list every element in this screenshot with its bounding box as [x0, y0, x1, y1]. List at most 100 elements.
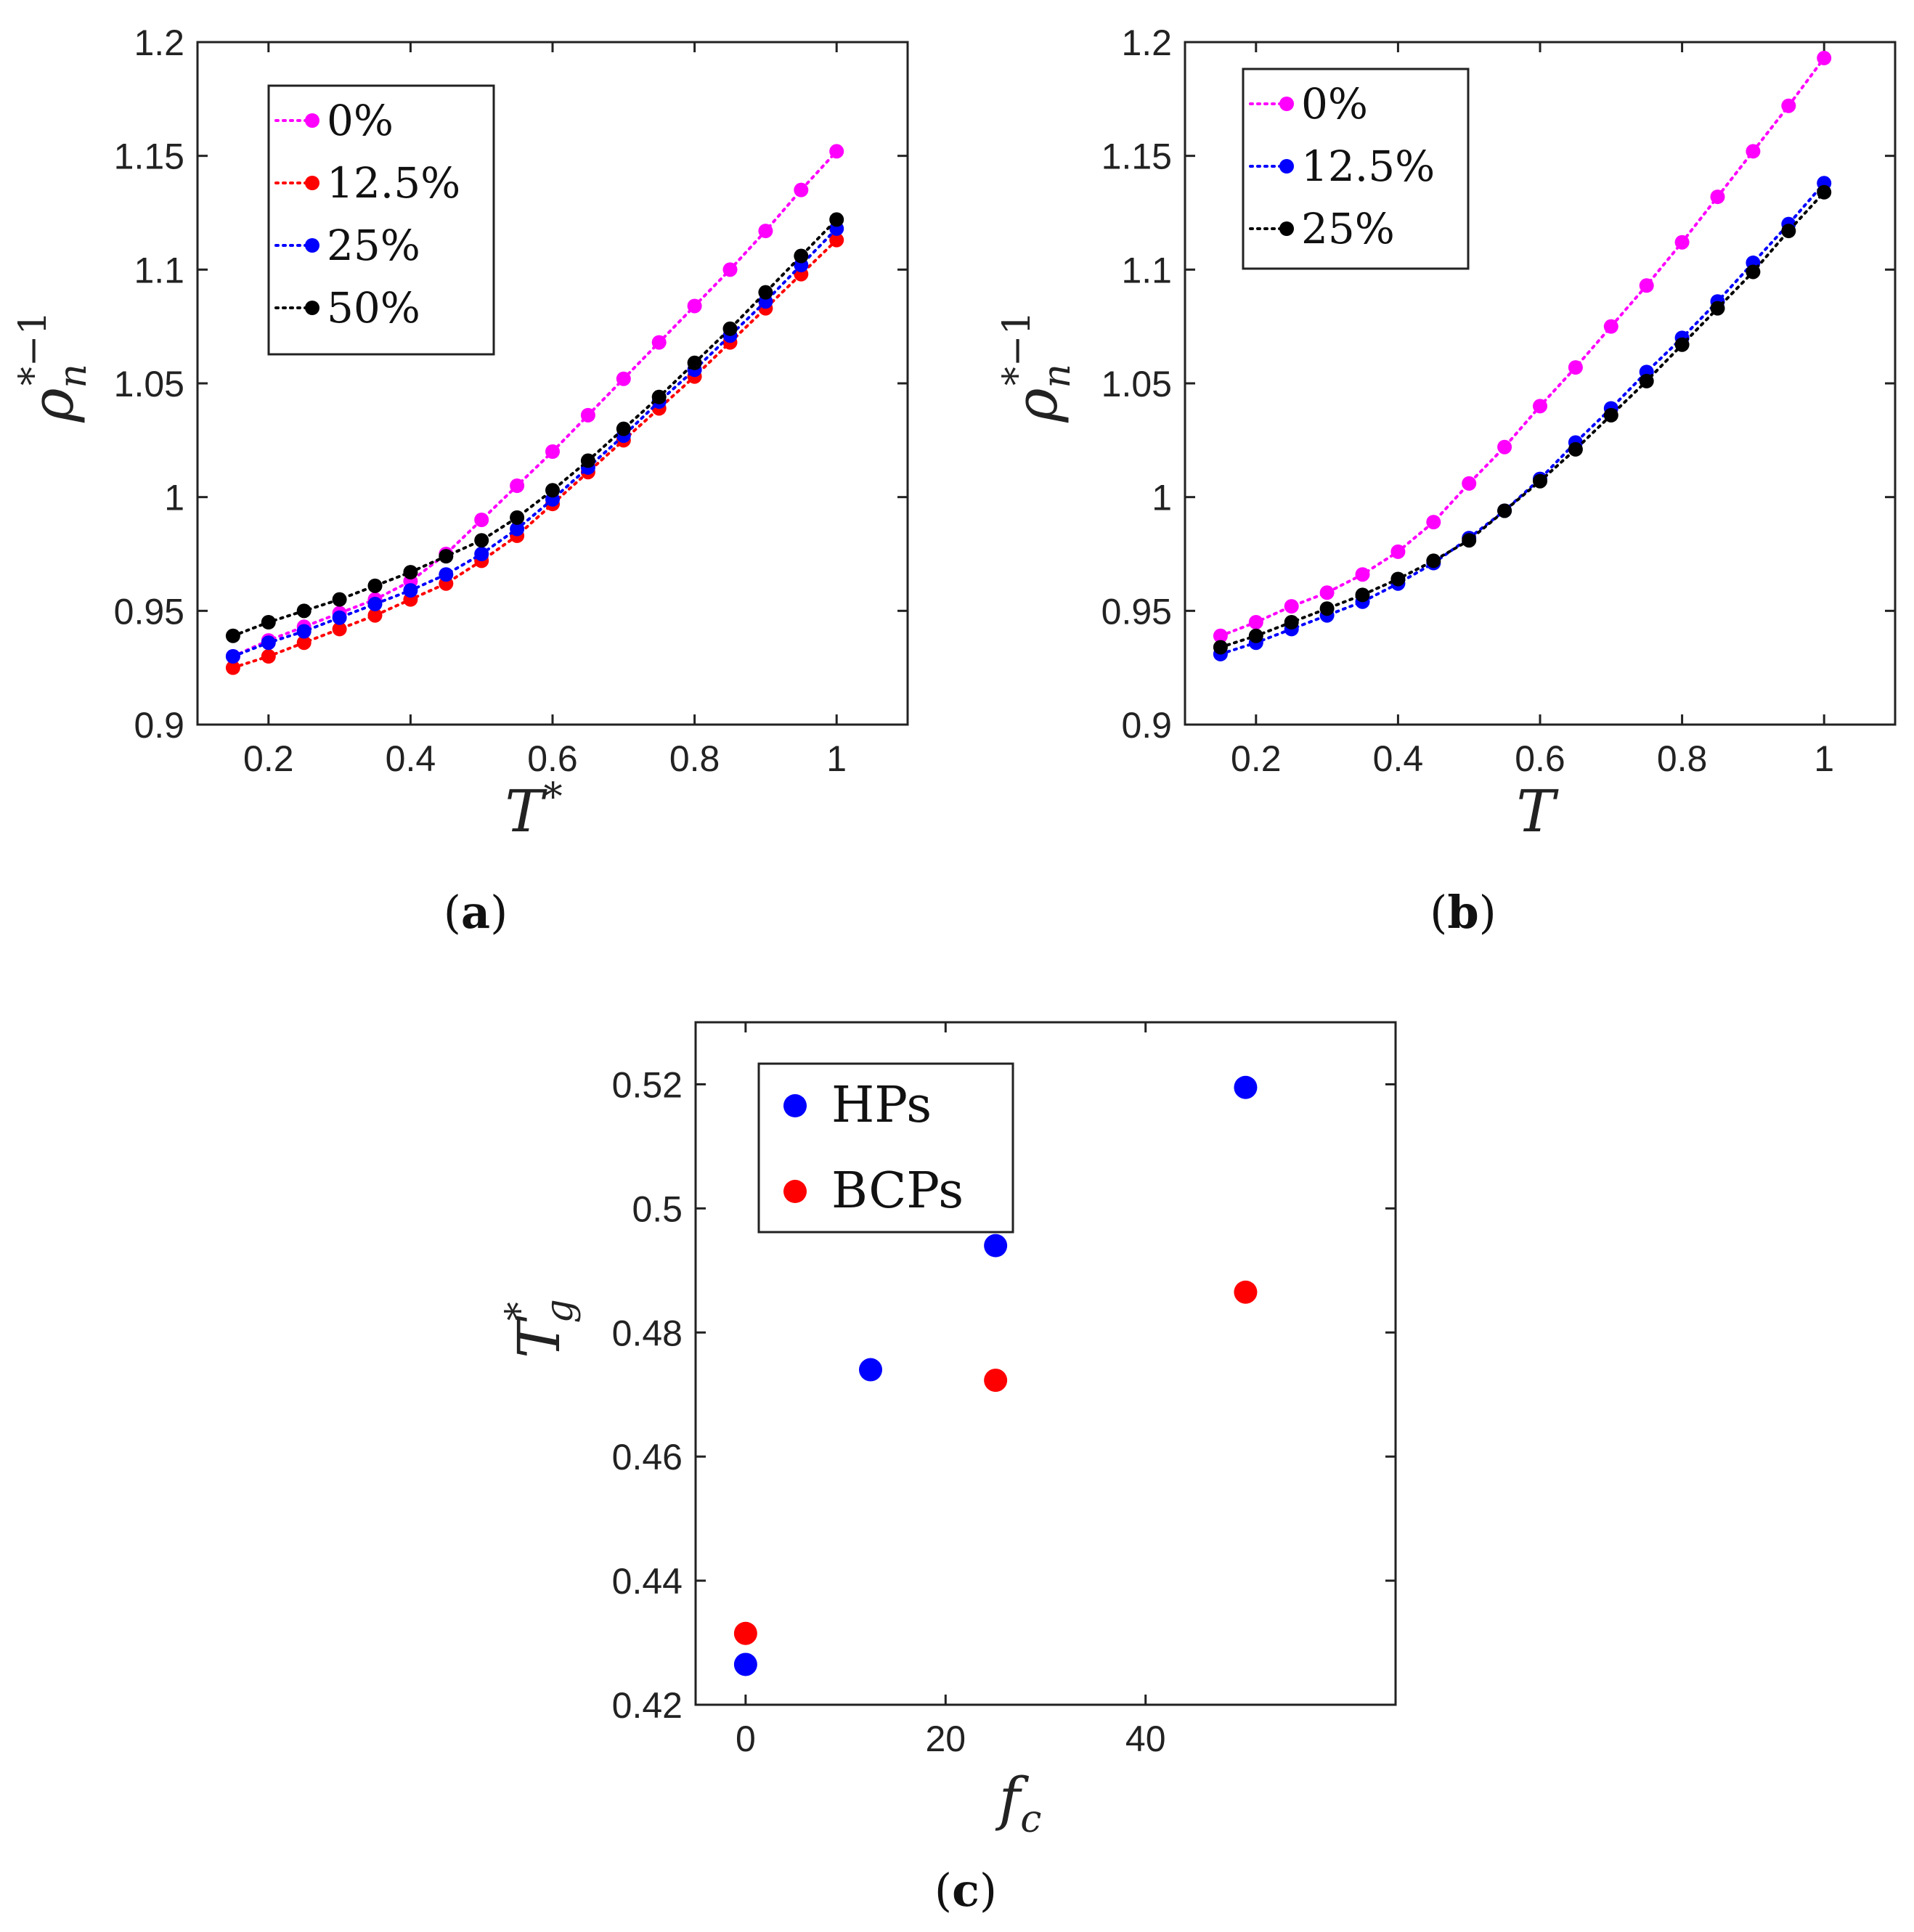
data-point-50	[687, 355, 702, 370]
legend-swatch-marker-0	[305, 113, 319, 128]
data-point-HPs	[859, 1358, 882, 1382]
data-point-0	[1781, 98, 1796, 113]
data-point-25	[1746, 264, 1761, 280]
data-point-25	[1284, 615, 1299, 629]
panel-b-xtick-label: 1	[1814, 738, 1834, 779]
data-point-0	[580, 407, 595, 423]
data-point-0	[1746, 144, 1761, 159]
data-point-25	[1603, 407, 1618, 423]
data-point-25	[367, 596, 383, 611]
data-point-12-5	[296, 635, 311, 651]
panel-a-ytick-label: 1.05	[114, 364, 184, 404]
panel-a-legend: 0% 12.5% 25% 50%	[267, 84, 495, 356]
data-point-50	[794, 248, 809, 264]
data-point-0	[1319, 585, 1335, 600]
data-point-50	[296, 603, 311, 619]
data-point-25	[1781, 224, 1796, 239]
data-point-12-5	[332, 621, 347, 637]
panel-a-chart: 0.2 0.4 0.6 0.8 1 0.9 0.95 1 1.05 1.1 1.15 1.2 0% 12.…	[114, 23, 909, 779]
data-point-HPs	[984, 1234, 1008, 1258]
legend-swatch-marker-0	[1279, 97, 1294, 111]
data-point-25	[261, 635, 276, 651]
panel-b-xtick-label: 0.2	[1231, 738, 1282, 779]
data-point-25	[1533, 473, 1547, 489]
panel-a-caption: (a)	[444, 886, 508, 939]
data-point-50	[332, 592, 347, 607]
panel-a-xtick-label: 0.4	[386, 738, 436, 779]
data-point-50	[261, 615, 276, 629]
data-point-0	[1248, 615, 1263, 629]
data-point-0	[794, 182, 809, 197]
data-point-0	[1568, 360, 1583, 375]
data-point-50	[403, 565, 418, 580]
panel-c-ylabel: Tg*	[498, 1299, 582, 1358]
data-point-50	[829, 212, 844, 227]
data-point-BCPs	[984, 1369, 1008, 1393]
legend-label-0: 0%	[1301, 79, 1368, 129]
panel-b-ytick-label: 0.95	[1101, 591, 1172, 632]
data-point-0	[616, 371, 631, 386]
panel-c-legend: HPs BCPs	[757, 1062, 1014, 1234]
panel-a-xtick-label: 0.2	[243, 738, 294, 779]
data-point-0	[1639, 278, 1654, 293]
panel-b-ytick-label: 1.15	[1101, 136, 1172, 177]
series-line-50	[231, 218, 839, 637]
data-point-0	[1817, 50, 1832, 65]
panel-c-axes-frame	[694, 1021, 1397, 1706]
panel-a-ylabel: ρn*−1	[12, 311, 95, 423]
data-point-0	[1355, 567, 1370, 582]
data-point-0	[510, 478, 525, 493]
data-point-12-5	[261, 649, 276, 664]
data-point-0	[1426, 515, 1441, 530]
panel-a-xtick-label: 0.6	[527, 738, 578, 779]
data-point-50	[580, 453, 595, 468]
data-point-0	[1390, 544, 1406, 559]
panel-b-ylabel: ρn*−1	[995, 311, 1079, 423]
legend-label-HPs: HPs	[831, 1077, 932, 1134]
data-point-50	[225, 628, 240, 643]
series-line-25	[1218, 190, 1826, 649]
panel-c-ytick-label: 0.48	[612, 1313, 683, 1353]
panel-a-ytick-label: 1	[164, 478, 184, 518]
panel-c-xtick-label: 20	[925, 1719, 966, 1759]
panel-b-ytick-label: 0.9	[1121, 705, 1172, 746]
legend-label-25: 25%	[1301, 204, 1395, 253]
legend-label-12-5: 12.5%	[327, 158, 460, 208]
panel-b-legend: 0% 12.5% 25%	[1242, 68, 1470, 270]
panel-c-ytick-label: 0.46	[612, 1437, 683, 1477]
data-point-25	[1817, 184, 1832, 200]
data-point-50	[545, 483, 560, 498]
panel-a-xlabel: T*	[505, 775, 562, 845]
data-point-50	[367, 578, 383, 593]
data-point-50	[651, 389, 667, 404]
legend-swatch-marker-25	[1279, 221, 1294, 236]
legend-swatch-marker-50	[305, 301, 319, 315]
legend-label-BCPs: BCPs	[831, 1162, 964, 1220]
panel-c-xtick-label: 40	[1125, 1719, 1166, 1759]
data-point-0	[758, 224, 773, 239]
legend-swatch-marker-BCPs	[783, 1180, 807, 1203]
panel-b-xtick-label: 0.8	[1657, 738, 1708, 779]
data-point-25	[510, 521, 525, 537]
data-point-50	[616, 421, 631, 436]
panel-a-xtick-label: 1	[826, 738, 847, 779]
data-point-25	[1710, 301, 1725, 316]
data-point-25	[225, 649, 240, 664]
data-point-25	[1639, 373, 1654, 388]
data-point-0	[1533, 399, 1547, 414]
data-point-0	[829, 144, 844, 159]
legend-label-0: 0%	[327, 96, 394, 145]
data-point-0	[1497, 439, 1512, 455]
data-point-0	[545, 444, 560, 459]
data-point-0	[1462, 476, 1477, 491]
data-point-25	[439, 567, 454, 582]
panel-b-ytick-label: 1.05	[1101, 364, 1172, 404]
panel-b-xtick-label: 0.4	[1373, 738, 1424, 779]
data-point-0	[687, 298, 702, 314]
data-point-25	[1319, 601, 1335, 616]
data-point-25	[1248, 628, 1263, 643]
data-point-12-5	[367, 608, 383, 623]
panel-b-ytick-label: 1	[1152, 478, 1172, 518]
legend-swatch-marker-HPs	[783, 1094, 807, 1117]
panel-c-caption-letter: c	[952, 1864, 980, 1917]
